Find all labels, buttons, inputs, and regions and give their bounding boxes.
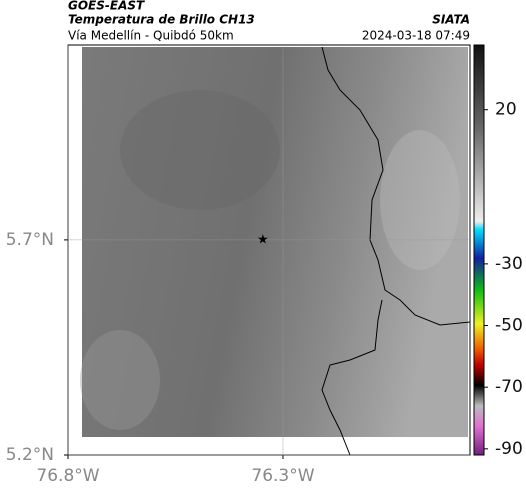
datetime: 2024-03-18 07:49 <box>362 29 470 43</box>
border <box>321 46 471 326</box>
border <box>321 299 383 456</box>
cloud <box>80 330 160 430</box>
title: Temperatura de Brillo CH13 <box>68 13 255 27</box>
org: SIATA <box>432 13 470 27</box>
y-tick-label: 5.7°N <box>6 230 54 250</box>
y-tick-label: 5.2°N <box>6 445 54 465</box>
subtitle: Vía Medellín - Quibdó 50km <box>68 29 234 43</box>
colorbar-label: -90 <box>495 439 523 459</box>
colorbar-label: 20 <box>495 100 517 120</box>
cloud <box>380 130 460 270</box>
cloud <box>120 90 280 210</box>
satellite-image <box>82 47 468 437</box>
location-marker: ★ <box>257 232 269 247</box>
source: GOES-EAST <box>68 0 145 13</box>
colorbar-label: -30 <box>495 254 523 274</box>
colorbar-label: -70 <box>495 377 523 397</box>
x-tick-label: 76.3°W <box>251 466 314 486</box>
colorbar-label: -50 <box>495 316 523 336</box>
colorbar <box>473 44 485 456</box>
x-tick-label: 76.8°W <box>36 466 99 486</box>
